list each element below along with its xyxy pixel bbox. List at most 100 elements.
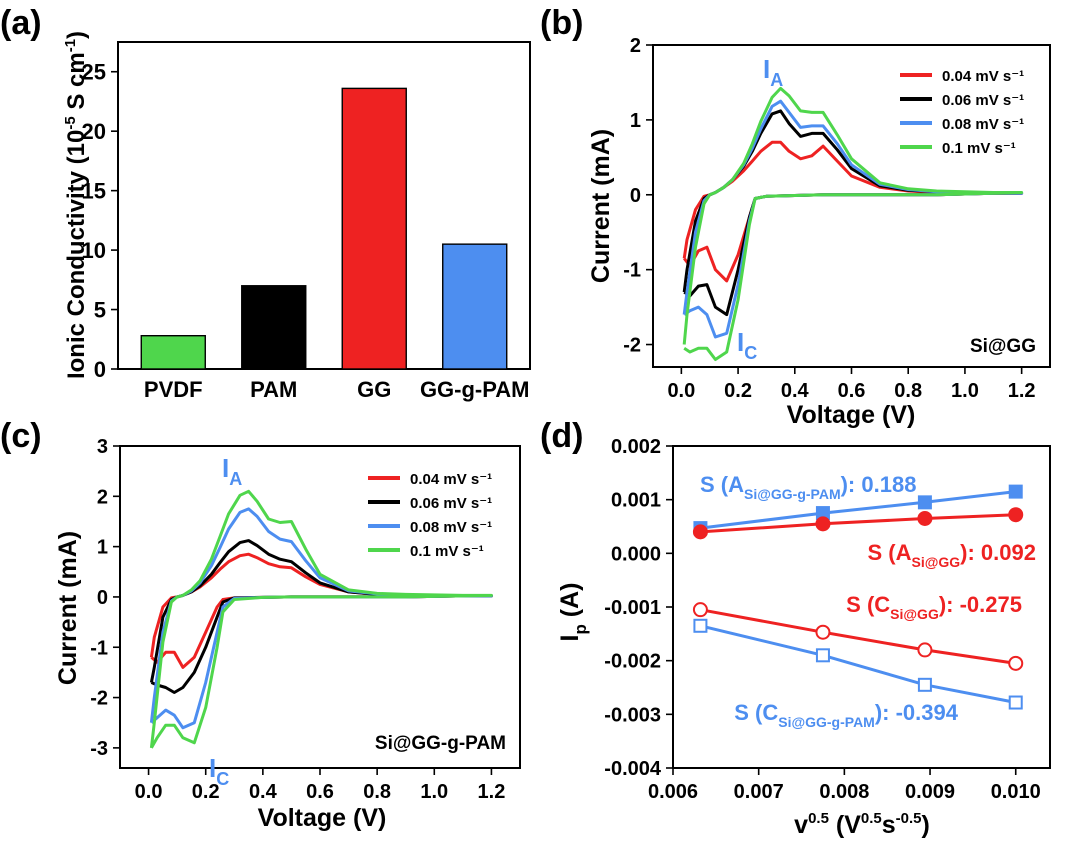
panel-a-ytick-label: 10 (82, 238, 106, 263)
panel-b-xtick-label: 1.0 (951, 380, 979, 402)
panel-b-ytick-label: 0 (630, 185, 641, 207)
panel-d-label: (d) (540, 417, 583, 455)
panel-c-peak-a-label: IA (222, 453, 242, 489)
panel-c-xtick-label: 0.0 (135, 781, 163, 803)
panel-c-legend-label: 0.08 mV s⁻¹ (410, 519, 492, 536)
panel-b-ylabel: Current (mA) (587, 129, 615, 283)
panel-d-ytick-label: -0.002 (604, 651, 661, 673)
panel-c-cv-curve (149, 552, 493, 669)
panel-b-xtick-label: 1.2 (1008, 380, 1036, 402)
panel-b-cv-curve (682, 86, 1024, 361)
panel-c-xtick-label: 1.0 (420, 781, 448, 803)
panel-a-ytick-label: 25 (82, 60, 106, 85)
panel-d-slope-annotation: S (CSi@GG): -0.275 (846, 592, 1022, 622)
panel-d-data-point (693, 618, 708, 633)
panel-c-ytick-label: -1 (90, 637, 108, 659)
panel-c-ylabel: Current (mA) (54, 531, 82, 685)
panel-b-peak-c-label: IC (737, 327, 757, 363)
panel-c-xtick-label: 0.8 (363, 781, 391, 803)
panel-c-ytick-label: -2 (90, 688, 108, 710)
panel-b-legend-label: 0.08 mV s⁻¹ (942, 116, 1024, 133)
panel-c-sample-label: Si@GG-g-PAM (375, 733, 506, 754)
panel-b-ytick-label: 1 (630, 110, 641, 132)
panel-a-ytick-label: 5 (94, 298, 106, 323)
panel-d-ytick-label: -0.004 (604, 758, 662, 780)
panel-a-ytick-label: 15 (82, 179, 106, 204)
panel-d-xtick-label: 0.010 (991, 781, 1041, 803)
panel-c-ytick-label: -3 (90, 738, 108, 760)
panel-d-ytick-label: -0.001 (604, 597, 661, 619)
panel-a-bar (241, 285, 307, 370)
panel-b-xtick-label: 0.2 (724, 380, 752, 402)
panel-c-cv-curve (149, 489, 493, 749)
panel-c-xlabel: Voltage (V) (258, 804, 387, 832)
panel-c-ytick-label: 3 (97, 436, 108, 458)
panel-a: (a) 0 5 10 15 20 25 PVDF PAM GG GG-g-PAM Ionic C… (0, 4, 531, 402)
panel-a-label: (a) (0, 4, 42, 42)
panel-b-xtick-label: 0.8 (894, 380, 922, 402)
panel-b: (b) 0.0 0.2 0.4 0.6 0.8 1.0 1.2 -2 -1 0 1 2 0.04 mV… (540, 4, 1051, 429)
panel-a-category-label: PVDF (144, 377, 203, 402)
panel-d-data-point (917, 510, 933, 526)
panel-c-xtick-label: 0.2 (192, 781, 220, 803)
panel-c: (c) 0.0 0.2 0.4 0.6 0.8 1.0 1.2 -3 -2 -1 0 1 2 3 0.04… (0, 417, 521, 832)
panel-b-xtick-label: 0.6 (838, 380, 866, 402)
panel-d-ytick-label: 0.000 (611, 543, 661, 565)
panel-d-data-point (1008, 655, 1024, 671)
panel-a-category-label: GG (357, 377, 391, 402)
panel-a-bar (140, 335, 206, 370)
panel-c-ytick-label: 1 (97, 537, 108, 559)
panel-d-fit-line (700, 624, 1016, 704)
panel-c-legend-label: 0.06 mV s⁻¹ (410, 495, 492, 512)
panel-d-slope-annotation: S (ASi@GG-g-PAM): 0.188 (700, 472, 916, 502)
panel-a-bar (442, 243, 508, 370)
panel-a-frame (117, 41, 531, 370)
panel-b-legend-label: 0.04 mV s⁻¹ (942, 68, 1024, 85)
panel-c-legend-label: 0.04 mV s⁻¹ (410, 471, 492, 488)
panel-c-label: (c) (0, 417, 42, 455)
panel-c-peak-c-label: IC (209, 753, 229, 789)
panel-c-xtick-label: 1.2 (478, 781, 506, 803)
panel-a-ytick-label: 20 (82, 119, 106, 144)
panel-c-ytick-label: 2 (97, 486, 108, 508)
panel-b-cv-curve (682, 140, 1024, 283)
panel-d-slope-annotation: S (ASi@GG): 0.092 (868, 540, 1037, 570)
panel-b-xlabel: Voltage (V) (787, 401, 916, 429)
panel-d-data-point (1008, 484, 1023, 499)
panel-d-xtick-label: 0.007 (734, 781, 784, 803)
panel-b-peak-a-label: IA (763, 54, 783, 90)
panel-c-cv-curve (149, 539, 493, 694)
panel-b-xtick-label: 0.0 (667, 380, 695, 402)
panel-a-ylabel: Ionic Conductivity (10-5 S cm-1) (62, 31, 90, 379)
panel-b-label: (b) (540, 4, 583, 42)
panel-b-legend-label: 0.1 mV s⁻¹ (942, 140, 1016, 157)
panel-d-data-point (1008, 507, 1024, 523)
panel-d-fit-line (700, 490, 1016, 530)
panel-a-bar (341, 87, 407, 370)
panel-d-xtick-label: 0.009 (905, 781, 955, 803)
panel-b-legend-label: 0.06 mV s⁻¹ (942, 92, 1024, 109)
panel-b-ytick-label: -2 (623, 335, 641, 357)
panel-c-legend-label: 0.1 mV s⁻¹ (410, 543, 484, 560)
panel-d-ytick-label: 0.002 (611, 436, 661, 458)
panel-d: (d) 0.006 0.007 0.008 0.009 0.010 0.002 0.001 0… (540, 417, 1051, 839)
panel-d-fit-line (700, 608, 1016, 665)
panel-d-xlabel: v0.5 (V0.5s-0.5) (794, 810, 930, 839)
panel-d-data-point (815, 648, 830, 663)
panel-c-cv-curve (149, 507, 493, 730)
panel-d-data-point (692, 524, 708, 540)
panel-d-xtick-label: 0.006 (648, 781, 698, 803)
panel-c-ytick-label: 0 (97, 587, 108, 609)
panel-d-data-point (692, 602, 708, 618)
panel-b-cv-curve (682, 99, 1024, 339)
panel-d-data-point (917, 677, 932, 692)
panel-b-xtick-label: 0.4 (781, 380, 810, 402)
panel-d-data-point (815, 624, 831, 640)
panel-d-slope-annotation: S (CSi@GG-g-PAM): -0.394 (734, 700, 959, 730)
panel-a-category-label: GG-g-PAM (420, 377, 530, 402)
panel-d-data-point (917, 642, 933, 658)
panel-d-ytick-label: -0.003 (604, 704, 661, 726)
panel-b-sample-label: Si@GG (970, 336, 1036, 357)
panel-b-ytick-label: 2 (630, 35, 641, 57)
